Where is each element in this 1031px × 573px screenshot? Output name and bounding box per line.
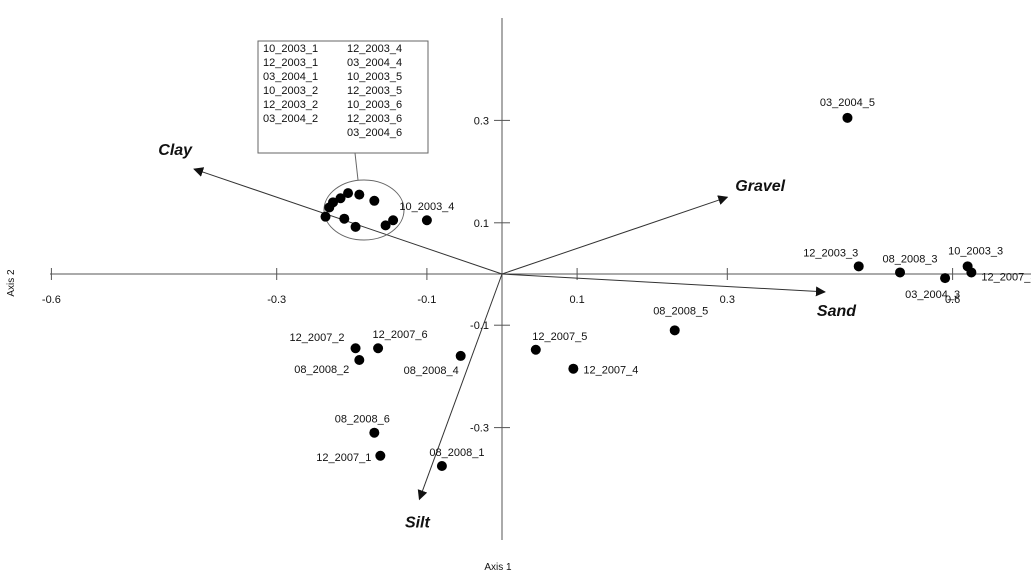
data-point-12_2007_5 bbox=[530, 344, 541, 355]
cluster-legend-item: 12_2003_2 bbox=[263, 99, 318, 111]
data-label-12_2007_5: 12_2007_5 bbox=[532, 331, 587, 343]
cluster-point bbox=[380, 220, 391, 231]
vector-silt-label: Silt bbox=[405, 514, 431, 531]
cluster-legend-item: 10_2003_2 bbox=[263, 85, 318, 97]
data-label-03_2004_3: 03_2004_3 bbox=[905, 289, 960, 301]
cluster-point bbox=[320, 211, 331, 222]
cluster-point bbox=[388, 215, 399, 226]
cluster-legend-item: 10_2003_1 bbox=[263, 43, 318, 55]
data-point-03_2004_3 bbox=[940, 273, 951, 284]
x-tick-label: 0.1 bbox=[569, 294, 584, 306]
cluster-point bbox=[335, 193, 346, 204]
data-label-08_2008_3: 08_2008_3 bbox=[882, 253, 937, 265]
data-point-10_2003_4 bbox=[421, 215, 432, 226]
y-tick-label: -0.1 bbox=[470, 320, 489, 332]
cluster-legend-item: 10_2003_5 bbox=[347, 71, 402, 83]
x-tick-label: -0.3 bbox=[267, 294, 286, 306]
data-point-12_2007_1 bbox=[375, 450, 386, 461]
data-label-12_2007_3: 12_2007_3 bbox=[981, 271, 1031, 283]
vector-gravel-arrow bbox=[501, 195, 729, 275]
x-axis-title: Axis 1 bbox=[484, 562, 512, 573]
y-axis-title: Axis 2 bbox=[6, 269, 17, 297]
x-tick-label: 0.6 bbox=[945, 294, 960, 306]
variable-vectors: Clay Gravel Sand Silt bbox=[158, 142, 857, 531]
cluster-legend-box bbox=[257, 40, 429, 154]
y-tick-label: -0.3 bbox=[470, 423, 489, 435]
cluster-legend-item: 10_2003_6 bbox=[347, 99, 402, 111]
cluster-point bbox=[339, 213, 350, 224]
cluster-legend-item: 03_2004_2 bbox=[263, 113, 318, 125]
cluster-legend-item: 03_2004_1 bbox=[263, 71, 318, 83]
cluster-legend-item: 12_2003_4 bbox=[347, 43, 402, 55]
cluster-legend-item: 12_2003_1 bbox=[263, 57, 318, 69]
data-point-08_2008_3 bbox=[895, 267, 906, 278]
sample-points: 03_2004_5 10_2003_4 12_2003_3 08_2008_3 03_2… bbox=[289, 97, 1031, 471]
data-label-08_2008_4: 08_2008_4 bbox=[404, 365, 459, 377]
vector-sand-arrow bbox=[501, 273, 826, 297]
data-point-03_2004_5 bbox=[842, 112, 853, 123]
data-point-12_2007_3 bbox=[966, 267, 977, 278]
cluster-legend-item: 12_2003_6 bbox=[347, 113, 402, 125]
cluster-point bbox=[343, 188, 354, 199]
data-label-08_2008_6: 08_2008_6 bbox=[335, 414, 390, 426]
data-point-08_2008_2 bbox=[354, 355, 365, 366]
data-point-12_2007_4 bbox=[568, 363, 579, 374]
data-label-08_2008_2: 08_2008_2 bbox=[294, 364, 349, 376]
y-tick-label: 0.3 bbox=[474, 115, 489, 127]
data-point-12_2003_3 bbox=[853, 261, 864, 272]
cluster-point bbox=[354, 189, 365, 200]
data-label-03_2004_5: 03_2004_5 bbox=[820, 97, 875, 109]
data-label-12_2007_2: 12_2007_2 bbox=[289, 332, 344, 344]
data-point-08_2008_6 bbox=[369, 427, 380, 438]
cluster-point bbox=[328, 197, 339, 208]
cluster-point bbox=[350, 221, 361, 232]
data-label-10_2003_3: 10_2003_3 bbox=[948, 245, 1003, 257]
data-point-12_2007_2 bbox=[350, 343, 361, 354]
vector-gravel-label: Gravel bbox=[735, 178, 785, 195]
axes: -0.6-0.3-0.10.10.30.60.60.30.1-0.1-0.3-0… bbox=[42, 18, 1031, 540]
data-point-08_2008_1 bbox=[436, 461, 447, 471]
cluster-ellipse bbox=[323, 179, 405, 241]
vector-sand-label: Sand bbox=[817, 303, 857, 320]
y-tick-label: 0.1 bbox=[474, 218, 489, 230]
cluster-legend-item: 03_2004_6 bbox=[347, 127, 402, 139]
x-tick-label: -0.6 bbox=[42, 294, 61, 306]
cluster-legend-item: 03_2004_4 bbox=[347, 57, 402, 69]
x-tick-label: -0.1 bbox=[417, 294, 436, 306]
vector-clay-label: Clay bbox=[158, 142, 193, 159]
data-label-12_2003_3: 12_2003_3 bbox=[803, 247, 858, 259]
cluster-connector bbox=[354, 152, 359, 181]
data-label-10_2003_4: 10_2003_4 bbox=[399, 201, 454, 213]
data-label-08_2008_1: 08_2008_1 bbox=[429, 447, 484, 459]
data-label-12_2007_6: 12_2007_6 bbox=[373, 329, 428, 341]
data-label-12_2007_4: 12_2007_4 bbox=[583, 365, 638, 377]
data-point-12_2007_6 bbox=[373, 343, 384, 354]
x-tick-label: 0.3 bbox=[720, 294, 735, 306]
cluster-legend-item: 12_2003_5 bbox=[347, 85, 402, 97]
data-point-08_2008_5 bbox=[669, 325, 680, 336]
cluster-group: 10_2003_1 12_2003_1 03_2004_1 10_2003_2 12_2… bbox=[257, 40, 429, 241]
data-label-08_2008_5: 08_2008_5 bbox=[653, 305, 708, 317]
data-point-08_2008_4 bbox=[455, 350, 466, 361]
data-label-12_2007_1: 12_2007_1 bbox=[316, 452, 371, 464]
vector-silt-arrow bbox=[417, 273, 503, 501]
cluster-point bbox=[369, 195, 380, 206]
